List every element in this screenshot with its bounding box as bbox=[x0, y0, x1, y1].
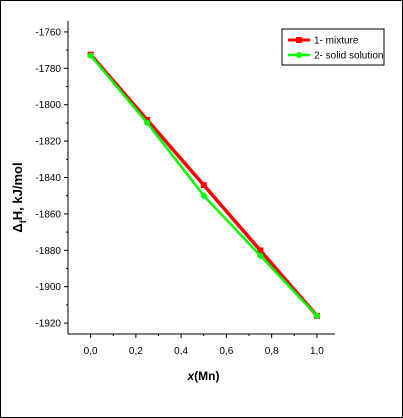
series-1-point bbox=[200, 182, 207, 189]
y-tick-label: -1900 bbox=[35, 282, 61, 293]
series-2-point bbox=[313, 312, 320, 319]
x-tick-label: 0,2 bbox=[129, 346, 143, 357]
y-tick-label: -1780 bbox=[35, 64, 61, 75]
x-axis-label: x(Mn) bbox=[186, 369, 219, 383]
series-2-point bbox=[200, 192, 207, 199]
legend-marker-1 bbox=[296, 37, 302, 43]
x-tick-label: 0,6 bbox=[219, 346, 233, 357]
x-ticks: 0,0 0,2 0,4 0,6 0,8 1,0 bbox=[84, 334, 324, 357]
legend-marker-2 bbox=[296, 52, 302, 58]
y-tick-label: -1760 bbox=[35, 27, 61, 38]
series-2-point bbox=[144, 119, 151, 126]
series-2-point bbox=[257, 252, 264, 259]
x-tick-label: 0,8 bbox=[265, 346, 279, 357]
x-tick-label: 1,0 bbox=[310, 346, 324, 357]
y-tick-label: -1820 bbox=[35, 137, 61, 148]
x-tick-label: 0,4 bbox=[174, 346, 188, 357]
y-tick-label: -1880 bbox=[35, 246, 61, 257]
y-tick-label: -1860 bbox=[35, 209, 61, 220]
legend-box bbox=[281, 28, 385, 66]
axes bbox=[67, 21, 335, 335]
y-ticks: -1760 -1780 -1800 -1820 -1840 -1860 -1880 -1900… bbox=[35, 27, 68, 330]
series-layer bbox=[87, 51, 320, 319]
series-1-point bbox=[257, 247, 264, 254]
legend: 1- mixture 2- solid solution bbox=[281, 28, 385, 66]
series-2-point bbox=[87, 52, 94, 59]
y-axis-label: ΔfH, kJ/mol bbox=[10, 162, 28, 232]
x-tick-label: 0,0 bbox=[84, 346, 98, 357]
y-tick-label: -1920 bbox=[35, 319, 61, 330]
legend-label-1: 1- mixture bbox=[314, 36, 359, 47]
y-tick-label: -1840 bbox=[35, 173, 61, 184]
legend-label-2: 2- solid solution bbox=[314, 51, 383, 62]
y-tick-label: -1800 bbox=[35, 100, 61, 111]
